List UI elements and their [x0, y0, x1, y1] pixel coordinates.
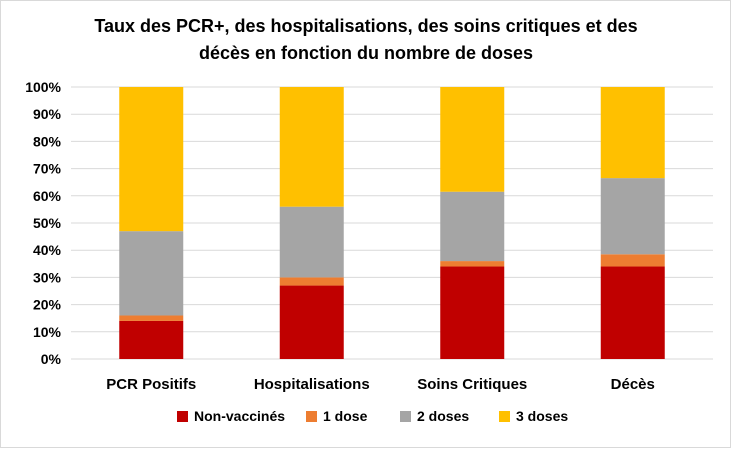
legend-swatch: [400, 411, 411, 422]
bar-stack: [119, 87, 184, 359]
y-axis-tick-labels: 0% 10% 20% 30% 40% 50% 60% 70% 80% 90% 100%: [25, 79, 61, 367]
y-tick-label: 0%: [41, 351, 62, 367]
legend-item: 1 dose: [306, 408, 368, 424]
y-tick-label: 50%: [33, 215, 62, 231]
bar-segment: [600, 87, 665, 179]
bar-segment: [440, 191, 505, 262]
y-tick-label: 90%: [33, 106, 62, 122]
bars: [119, 87, 665, 359]
y-tick-label: 30%: [33, 269, 62, 285]
bar-segment: [279, 87, 344, 207]
bar-segment: [279, 277, 344, 286]
legend-item: 2 doses: [400, 408, 469, 424]
legend-swatch: [499, 411, 510, 422]
x-category-label: Décès: [611, 376, 655, 393]
bar-segment: [440, 261, 505, 267]
y-tick-label: 100%: [25, 79, 61, 95]
chart-title: Taux des PCR+, des hospitalisations, des…: [94, 16, 637, 63]
chart-title-line-1: Taux des PCR+, des hospitalisations, des…: [94, 16, 637, 36]
bar-segment: [119, 87, 184, 232]
x-axis-category-labels: PCR Positifs Hospitalisations Soins Critiq…: [106, 376, 655, 393]
x-category-label: Hospitalisations: [254, 376, 370, 393]
legend-label: 2 doses: [417, 408, 469, 424]
bar-stack: [279, 87, 344, 359]
bar-segment: [440, 266, 505, 359]
legend-label: Non-vaccinés: [194, 408, 285, 424]
bar-segment: [119, 315, 184, 321]
x-category-label: PCR Positifs: [106, 376, 196, 393]
bar-stack: [440, 87, 505, 359]
y-tick-label: 70%: [33, 161, 62, 177]
legend-item: Non-vaccinés: [177, 408, 285, 424]
y-tick-label: 40%: [33, 242, 62, 258]
legend-label: 1 dose: [323, 408, 368, 424]
x-category-label: Soins Critiques: [417, 376, 527, 393]
bar-segment: [119, 231, 184, 316]
chart-title-line-2: décès en fonction du nombre de doses: [199, 43, 533, 63]
bar-segment: [600, 254, 665, 267]
y-tick-label: 10%: [33, 324, 62, 340]
bar-segment: [440, 87, 505, 192]
bar-segment: [600, 266, 665, 359]
legend-swatch: [306, 411, 317, 422]
bar-stack: [600, 87, 665, 359]
y-tick-label: 20%: [33, 297, 62, 313]
legend-item: 3 doses: [499, 408, 568, 424]
legend-label: 3 doses: [516, 408, 568, 424]
legend-swatch: [177, 411, 188, 422]
bar-segment: [119, 320, 184, 359]
bar-segment: [279, 285, 344, 359]
legend: Non-vaccinés 1 dose 2 doses 3 doses: [177, 408, 568, 424]
bar-segment: [600, 178, 665, 255]
y-tick-label: 60%: [33, 188, 62, 204]
y-tick-label: 80%: [33, 133, 62, 149]
bar-segment: [279, 206, 344, 278]
